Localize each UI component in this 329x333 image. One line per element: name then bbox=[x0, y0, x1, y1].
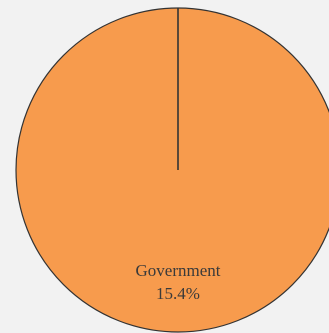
slice-label-percent: 15.4% bbox=[156, 284, 200, 303]
slice-label-name: Government bbox=[136, 261, 221, 280]
